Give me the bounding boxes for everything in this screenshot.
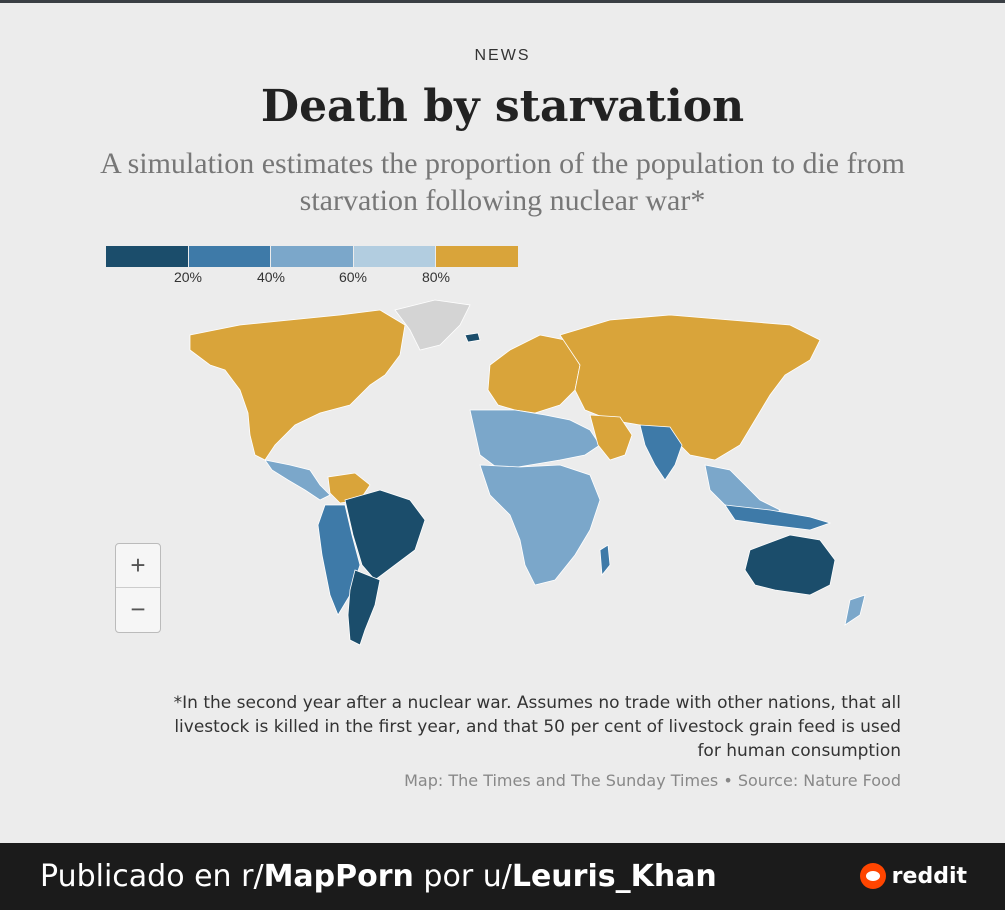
region-brazil[interactable]	[344, 489, 426, 581]
region-indonesia[interactable]	[724, 504, 832, 531]
legend-swatch-0-20	[106, 246, 188, 267]
section-kicker: NEWS	[474, 47, 531, 64]
region-sub-saharan-africa[interactable]	[479, 464, 601, 586]
attribution-prefix: Publicado en r/	[40, 859, 264, 894]
region-india[interactable]	[639, 424, 683, 481]
source-credit: Map: The Times and The Sunday Times • So…	[404, 771, 901, 790]
legend-tick: 60%	[338, 269, 368, 285]
legend-tick: 80%	[421, 269, 451, 285]
legend-swatch-20-40	[188, 246, 271, 267]
zoom-in-button[interactable]: +	[116, 544, 160, 588]
map-title: Death by starvation	[260, 81, 745, 132]
region-australia[interactable]	[744, 534, 836, 596]
region-madagascar[interactable]	[599, 544, 611, 577]
region-iceland[interactable]	[464, 332, 481, 343]
legend-swatch-80-100	[436, 246, 518, 267]
region-north-america[interactable]	[189, 309, 406, 461]
region-new-zealand[interactable]	[844, 594, 866, 626]
legend-swatch-40-60	[271, 246, 353, 267]
color-legend	[106, 246, 518, 267]
username[interactable]: Leuris_Khan	[511, 859, 717, 894]
reddit-brand: reddit	[859, 863, 967, 889]
map-subtitle: A simulation estimates the proportion of…	[100, 147, 905, 217]
zoom-out-button[interactable]: −	[130, 594, 146, 624]
post-attribution: Publicado en r/MapPorn por u/Leuris_Khan	[40, 859, 717, 894]
legend-tick: 40%	[256, 269, 286, 285]
reddit-logo-icon	[859, 863, 886, 889]
region-argentina[interactable]	[347, 569, 381, 646]
legend-swatch-60-80	[353, 246, 436, 267]
region-andes[interactable]	[317, 504, 361, 616]
region-arabia[interactable]	[589, 414, 633, 461]
legend-tick: 20%	[173, 269, 203, 285]
attribution-middle: por u/	[413, 859, 512, 894]
region-central-america[interactable]	[264, 459, 331, 501]
world-choropleth-map[interactable]	[170, 295, 910, 675]
legend-ticks: 20% 40% 60% 80%	[106, 269, 518, 289]
footnote: *In the second year after a nuclear war.…	[173, 693, 901, 761]
subreddit-name[interactable]: MapPorn	[263, 859, 414, 894]
reddit-footer-bar: Publicado en r/MapPorn por u/Leuris_Khan…	[0, 843, 1005, 910]
region-russia-asia[interactable]	[559, 314, 821, 461]
map-card: NEWS Death by starvation A simulation es…	[0, 0, 1005, 790]
region-north-africa[interactable]	[469, 409, 601, 471]
region-europe[interactable]	[487, 334, 581, 414]
zoom-control: + −	[115, 543, 161, 633]
region-greenland[interactable]	[394, 299, 471, 351]
reddit-wordmark: reddit	[891, 863, 967, 889]
